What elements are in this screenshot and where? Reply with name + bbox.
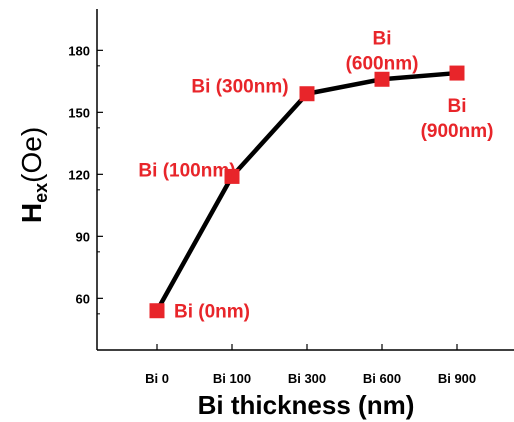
x-tick-label: Bi 900 [438, 371, 476, 386]
data-point-marker [299, 86, 315, 102]
x-tick-label: Bi 100 [213, 371, 251, 386]
data-point-label: Bi (600nm) [346, 28, 419, 74]
x-tick-label: Bi 300 [288, 371, 326, 386]
y-tick-label: 90 [76, 229, 90, 244]
point-labels: Bi (0nm) Bi (100nm) Bi (300nm) Bi (600nm)Bi(… [138, 28, 493, 322]
svg-text:Hex(Oe): Hex(Oe) [16, 127, 51, 223]
series-markers [149, 65, 465, 319]
y-axis-ticks: 60 90 120 150 180 [68, 43, 103, 315]
data-point-marker [374, 71, 390, 87]
data-point-marker [149, 303, 165, 319]
x-tick-label: Bi 600 [363, 371, 401, 386]
y-axis-title-main: H [16, 203, 47, 223]
y-tick-label: 60 [76, 291, 90, 306]
y-axis-title-sub: ex [31, 183, 51, 203]
x-axis-title: Bi thickness (nm) [198, 390, 415, 420]
series-line [155, 70, 458, 312]
y-tick-label: 180 [68, 43, 90, 58]
x-axis-ticks: Bi 0 Bi 100 Bi 300 Bi 600 Bi 900 [145, 344, 476, 386]
y-axis-title: Hex(Oe) [16, 127, 51, 223]
data-point-label: Bi (100nm) [138, 160, 235, 181]
data-point-marker [449, 65, 465, 81]
y-axis-title-unit: (Oe) [16, 127, 47, 183]
y-tick-label: 150 [68, 105, 90, 120]
data-point-label: Bi (900nm) [421, 96, 494, 142]
series-line-path [155, 70, 458, 312]
data-point-label: Bi (0nm) [174, 302, 250, 323]
data-point-label: Bi (300nm) [191, 77, 288, 98]
x-tick-label: Bi 0 [145, 371, 169, 386]
y-tick-label: 120 [68, 167, 90, 182]
data-point-marker [224, 168, 240, 184]
